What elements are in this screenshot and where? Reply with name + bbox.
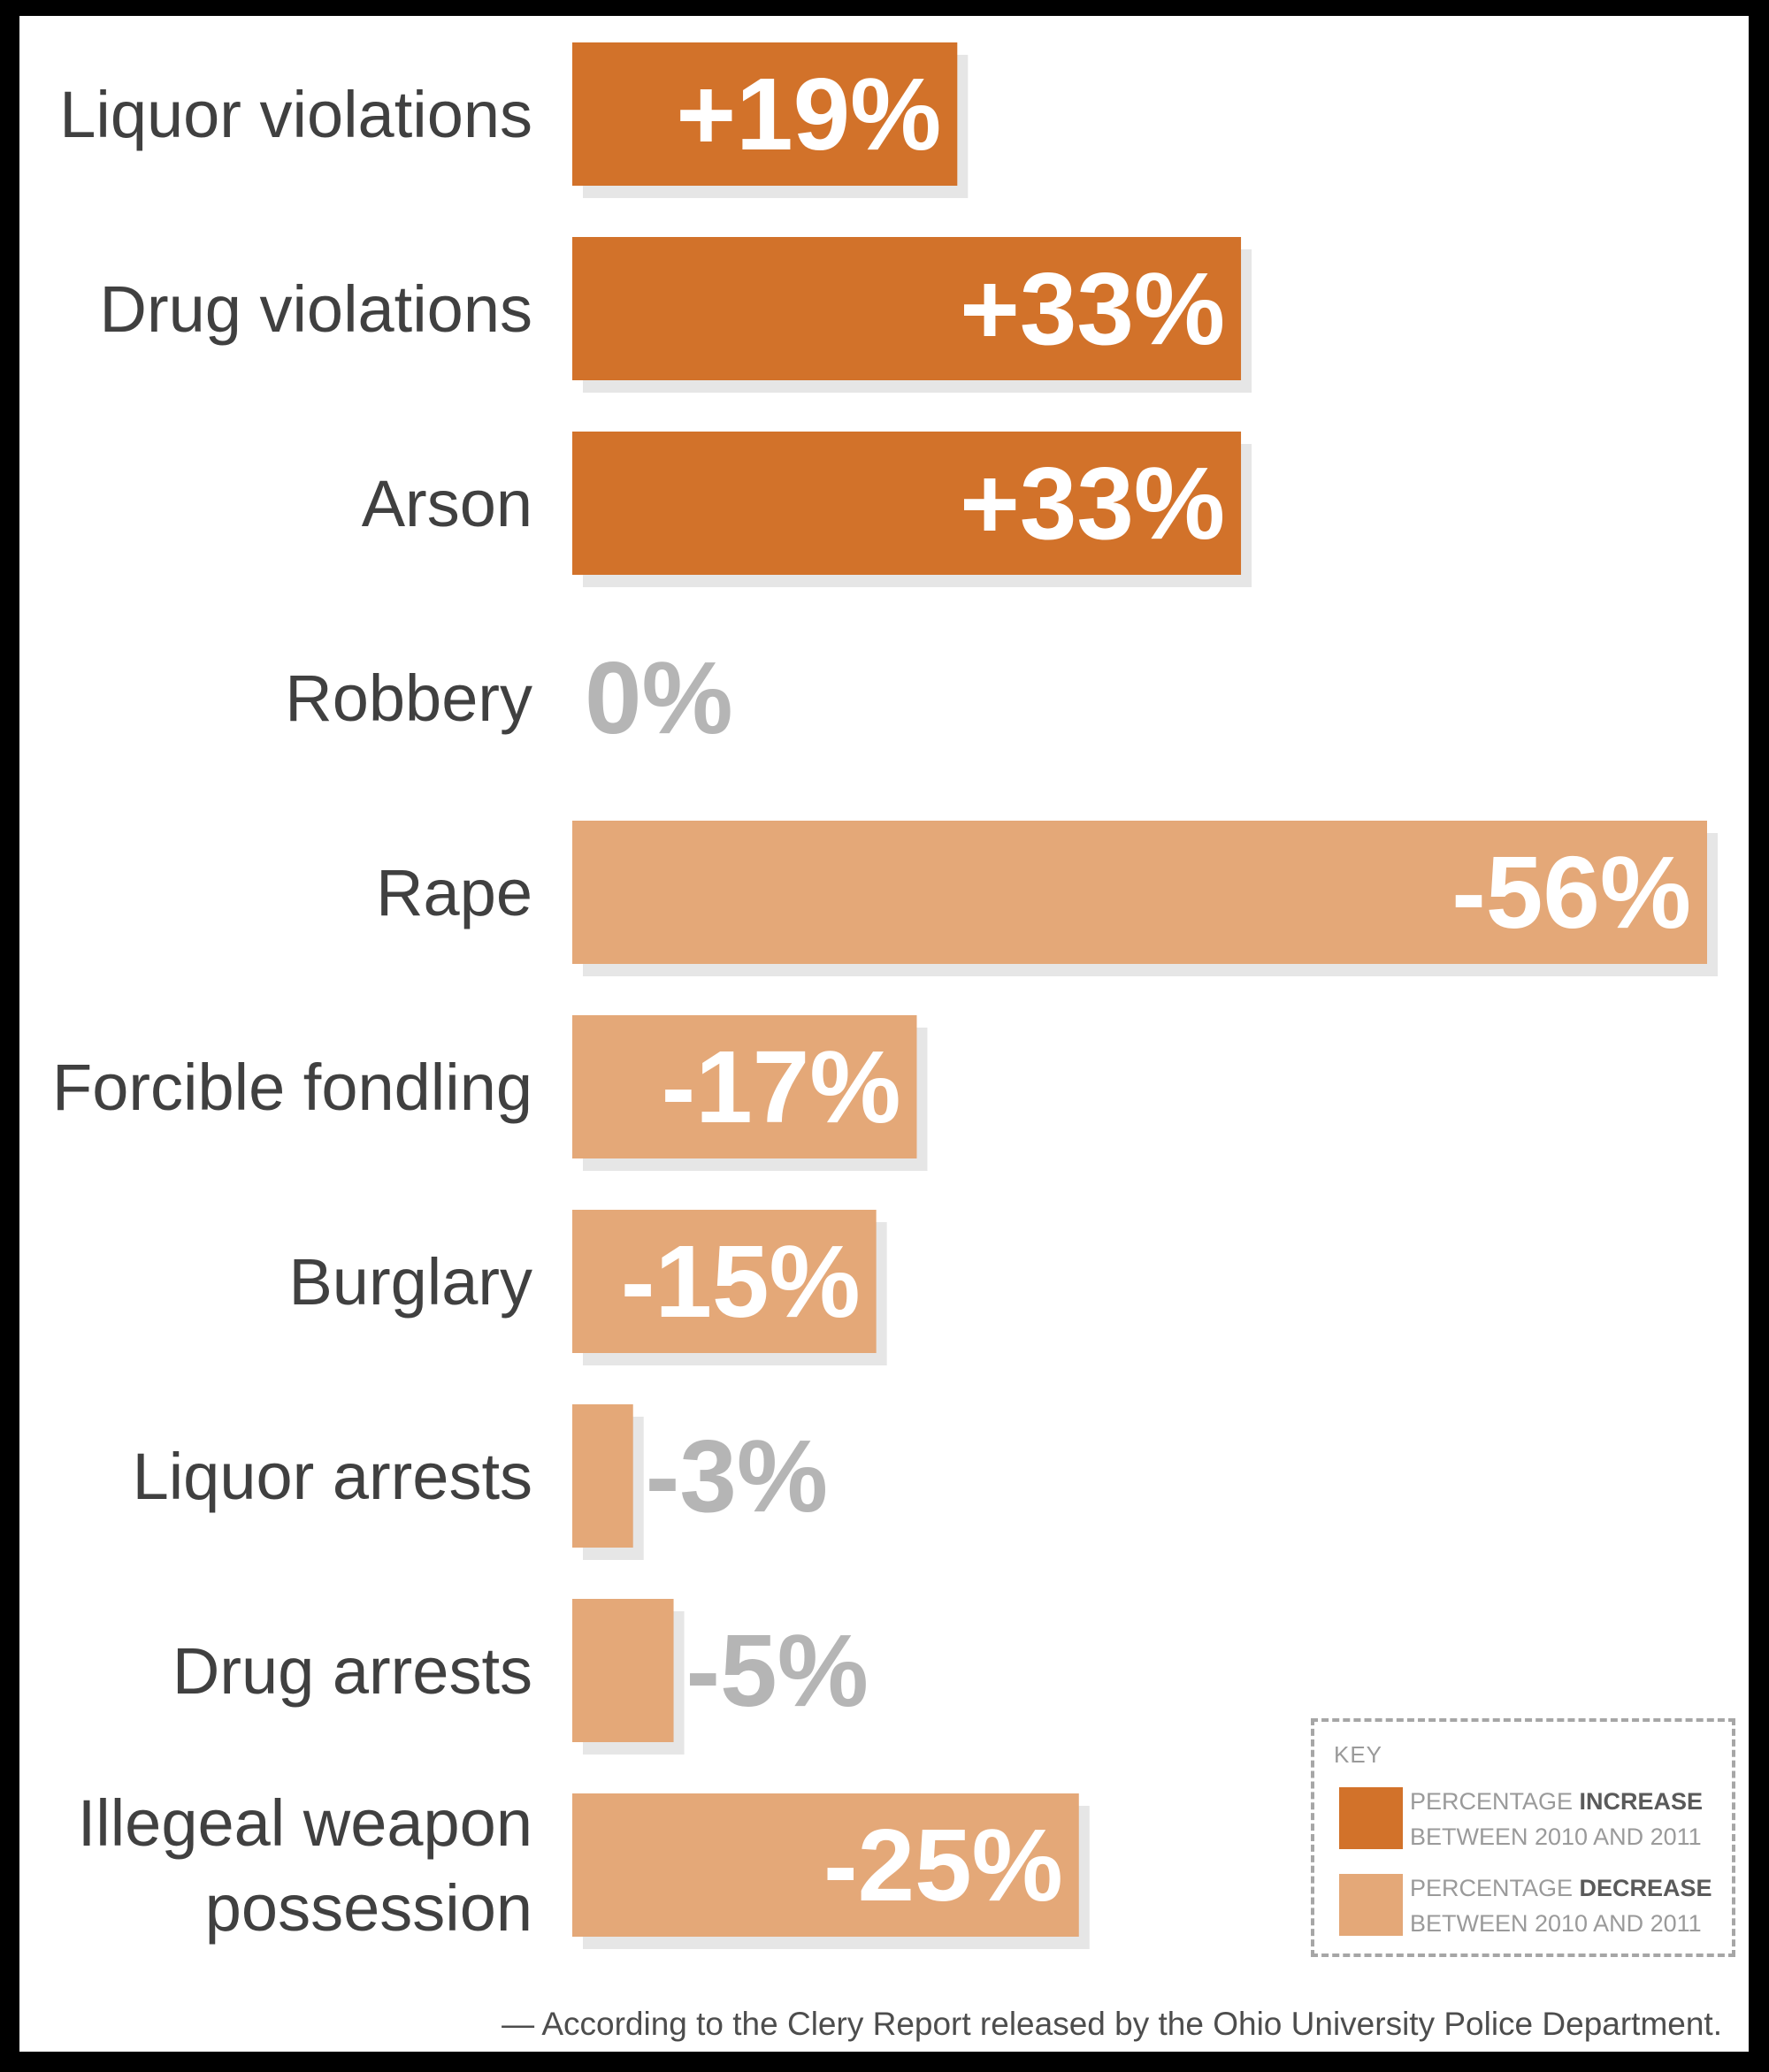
value-label: -15% (621, 1224, 861, 1339)
value-label: -17% (662, 1029, 901, 1144)
category-label: Arson (362, 467, 532, 540)
bar (572, 1599, 674, 1742)
source-note: — According to the Clery Report released… (502, 2006, 1722, 2042)
crime-change-bar-chart: Liquor violations +19% Drug violations +33%… (52, 42, 1718, 1949)
category-label: Drug arrests (172, 1634, 532, 1708)
legend-item-increase: PERCENTAGE INCREASE BETWEEN 2010 AND 201… (1334, 1784, 1723, 1854)
legend-increase-text: PERCENTAGE INCREASE BETWEEN 2010 AND 201… (1410, 1784, 1703, 1854)
value-label: +33% (960, 251, 1225, 366)
legend-decrease-prefix: PERCENTAGE (1410, 1875, 1580, 1901)
value-label: +19% (676, 57, 941, 172)
category-label: Forcible fondling (52, 1051, 532, 1124)
legend-increase-emphasis: INCREASE (1579, 1788, 1704, 1815)
bar (572, 237, 1242, 380)
value-label: 0% (585, 640, 733, 755)
chart-panel: Liquor violations +19% Drug violations +33%… (19, 16, 1749, 2052)
category-label: Burglary (288, 1245, 532, 1319)
bar (572, 1015, 917, 1158)
category-label: Illegeal weapon possession (78, 1786, 532, 1945)
value-label: -5% (686, 1613, 869, 1728)
bar (572, 1793, 1079, 1937)
value-label: -25% (823, 1808, 1063, 1923)
decrease-swatch (1339, 1874, 1403, 1936)
bar (572, 821, 1707, 964)
bar (572, 42, 958, 186)
legend-decrease-text: PERCENTAGE DECREASE BETWEEN 2010 AND 201… (1410, 1870, 1712, 1941)
legend-item-decrease: PERCENTAGE DECREASE BETWEEN 2010 AND 201… (1334, 1870, 1723, 1941)
bar (572, 1210, 877, 1353)
legend-increase-line2: BETWEEN 2010 AND 2011 (1410, 1824, 1702, 1850)
value-label: -3% (646, 1418, 828, 1533)
legend-decrease-emphasis: DECREASE (1579, 1875, 1712, 1901)
legend-decrease-line2: BETWEEN 2010 AND 2011 (1410, 1910, 1702, 1937)
legend-increase-prefix: PERCENTAGE (1410, 1788, 1580, 1815)
bar (572, 432, 1242, 575)
category-label: Robbery (285, 661, 532, 735)
category-label: Liquor arrests (133, 1440, 532, 1513)
value-label: +33% (960, 446, 1225, 561)
legend-title: KEY (1334, 1741, 1383, 1768)
category-label: Liquor violations (59, 78, 532, 151)
category-label: Rape (376, 856, 532, 929)
category-label: Drug violations (100, 272, 532, 346)
legend-key: KEY PERCENTAGE INCREASE BETWEEN 2010 AND… (1311, 1718, 1735, 1957)
increase-swatch (1339, 1787, 1403, 1849)
value-label: -56% (1451, 835, 1691, 950)
bar (572, 1404, 633, 1548)
